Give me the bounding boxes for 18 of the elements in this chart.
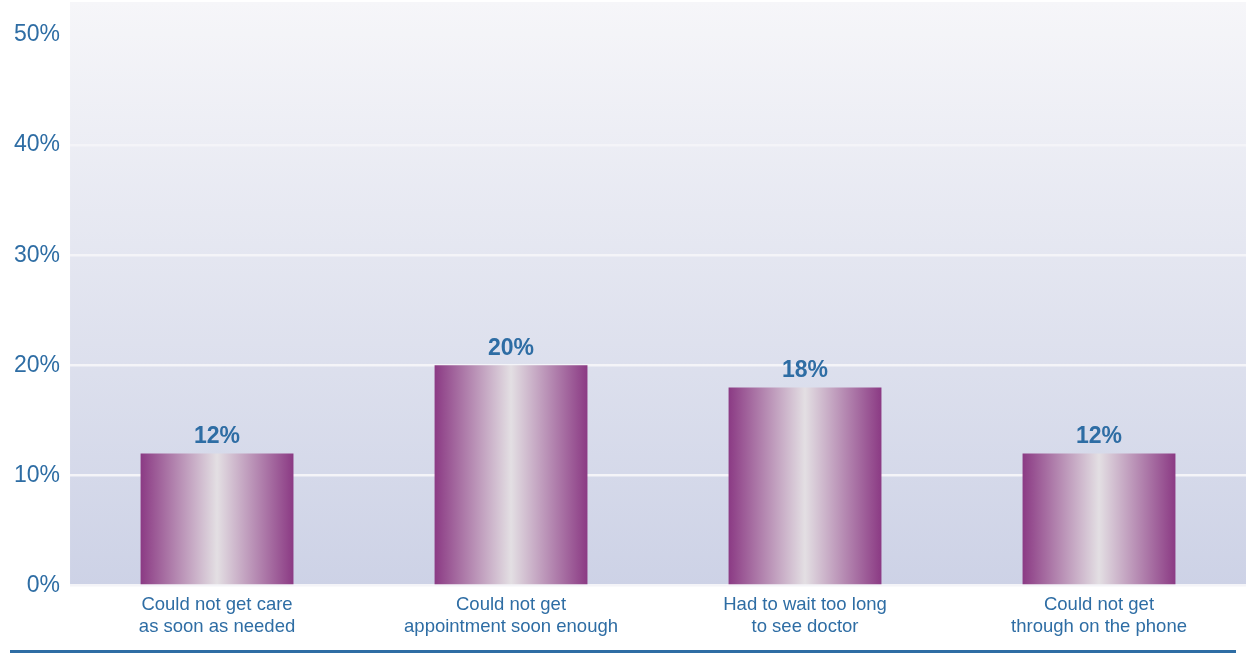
bar xyxy=(728,387,882,585)
x-tick-label: Had to wait too long to see doctor xyxy=(723,592,887,636)
bar xyxy=(1022,453,1176,585)
data-label: 18% xyxy=(781,356,829,383)
y-tick-label: 40% xyxy=(13,130,61,157)
data-label: 20% xyxy=(488,334,535,361)
y-tick-label: 0% xyxy=(26,570,61,597)
y-tick-label: 20% xyxy=(13,350,61,377)
y-tick-label: 10% xyxy=(13,460,61,487)
bar xyxy=(140,453,294,585)
y-tick-label: 30% xyxy=(13,240,61,267)
data-label: 12% xyxy=(1075,422,1123,449)
x-tick-label: Could not get through on the phone xyxy=(1011,592,1187,636)
y-tick-label: 50% xyxy=(13,20,61,47)
x-tick-label: Could not get appointment soon enough xyxy=(404,592,618,636)
x-tick-label: Could not get care as soon as needed xyxy=(138,592,296,636)
bar xyxy=(434,365,588,585)
data-label: 12% xyxy=(194,422,241,449)
